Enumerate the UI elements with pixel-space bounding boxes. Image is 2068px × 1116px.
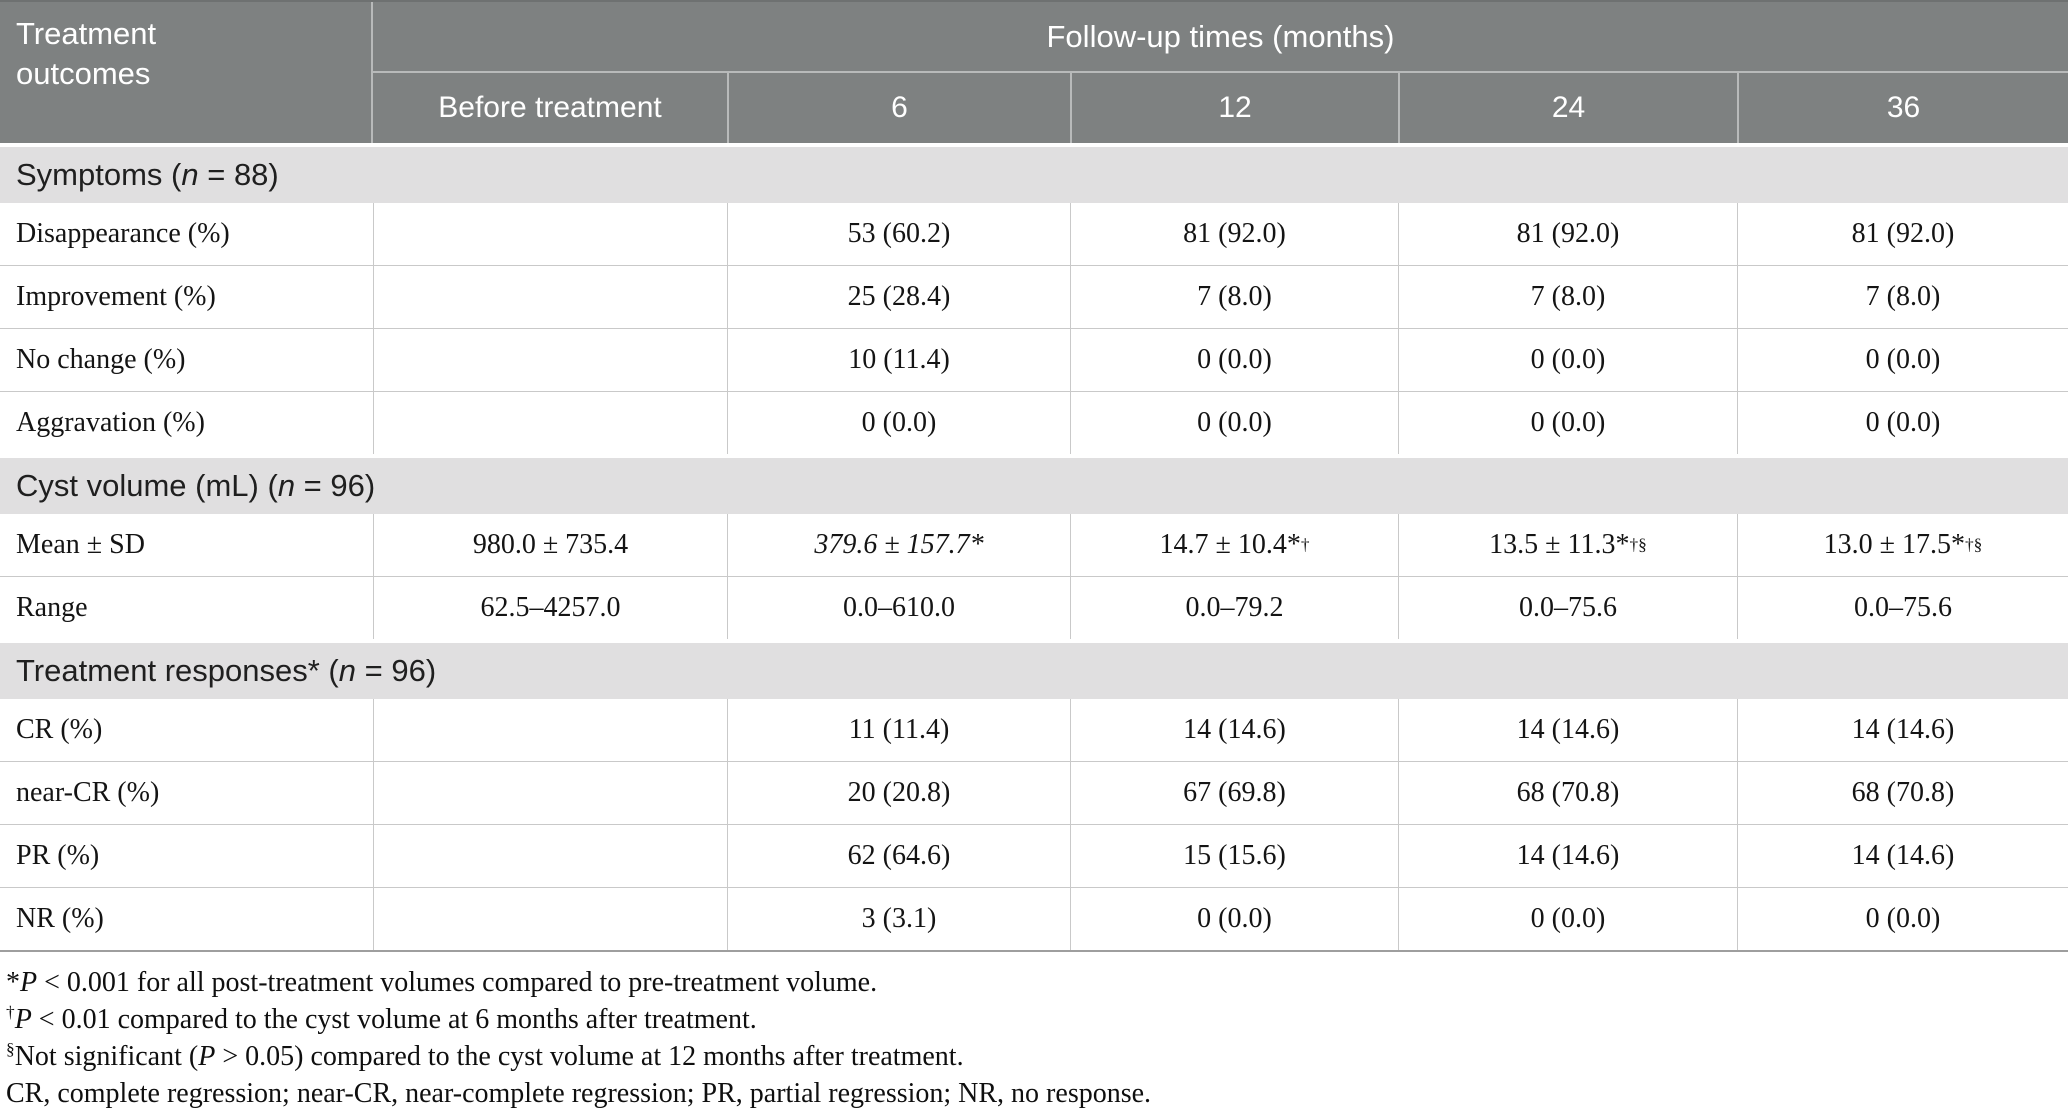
table-row: PR (%) 62 (64.6) 15 (15.6) 14 (14.6) 14 (14.… (0, 824, 2068, 887)
table-cell (373, 825, 727, 887)
row-label: Improvement (%) (16, 281, 216, 312)
row-label: near-CR (%) (16, 777, 160, 808)
col-header-36-months: 36 (1737, 73, 2068, 143)
table-cell: 14 (14.6) (1398, 825, 1737, 887)
table-cell: 7 (8.0) (1070, 266, 1398, 328)
table-cell: 0 (0.0) (1398, 392, 1737, 454)
table-row: Aggravation (%) 0 (0.0) 0 (0.0) 0 (0.0) 0 (0… (0, 391, 2068, 454)
row-label: NR (%) (16, 903, 104, 934)
table-cell: 7 (8.0) (1737, 266, 2068, 328)
table-cell: 67 (69.8) (1070, 762, 1398, 824)
table-cell: 0.0–75.6 (1737, 577, 2068, 639)
table-cell: 25 (28.4) (727, 266, 1070, 328)
row-label: Range (16, 592, 88, 623)
footnote: *P < 0.001 for all post-treatment volume… (6, 967, 878, 998)
table-cell: 62 (64.6) (727, 825, 1070, 887)
table-cell: 14 (14.6) (1398, 699, 1737, 761)
table-cell: 81 (92.0) (1737, 203, 2068, 265)
table-cell: 0 (0.0) (1737, 888, 2068, 950)
table-row: Range 62.5–4257.0 0.0–610.0 0.0–79.2 0.0–75.… (0, 576, 2068, 639)
table-cell: 81 (92.0) (1398, 203, 1737, 265)
footnote: †P < 0.01 compared to the cyst volume at… (6, 1002, 757, 1035)
table-cell (373, 329, 727, 391)
row-label: Mean ± SD (16, 529, 145, 560)
table-cell: 980.0 ± 735.4 (373, 514, 727, 576)
table-cell: 68 (70.8) (1398, 762, 1737, 824)
table-cell: 20 (20.8) (727, 762, 1070, 824)
row-label: PR (%) (16, 840, 100, 871)
table-cell: 0 (0.0) (1070, 888, 1398, 950)
row-label: Disappearance (%) (16, 218, 230, 249)
table-cell: 7 (8.0) (1398, 266, 1737, 328)
table-cell: 14 (14.6) (1070, 699, 1398, 761)
row-label: No change (%) (16, 344, 186, 375)
table-row: CR (%) 11 (11.4) 14 (14.6) 14 (14.6) 14 (14.… (0, 699, 2068, 761)
table-cell: 15 (15.6) (1070, 825, 1398, 887)
table-cell: 0 (0.0) (1737, 329, 2068, 391)
table-cell: 3 (3.1) (727, 888, 1070, 950)
footnotes: *P < 0.001 for all post-treatment volume… (0, 964, 2068, 1112)
section-title: Treatment responses* (n = 96) (16, 653, 437, 688)
section-header-row: Symptoms (n = 88) (0, 147, 2068, 203)
col-header-24-months: 24 (1398, 73, 1737, 143)
table-cell: 0 (0.0) (1070, 392, 1398, 454)
table-cell: 0.0–79.2 (1070, 577, 1398, 639)
table-row: Mean ± SD 980.0 ± 735.4 379.6 ± 157.7* 14.7… (0, 514, 2068, 576)
table-cell (373, 392, 727, 454)
row-label: CR (%) (16, 714, 103, 745)
table-cell: 14.7 ± 10.4* † (1070, 514, 1398, 576)
table-cell: 11 (11.4) (727, 699, 1070, 761)
row-label: Aggravation (%) (16, 407, 205, 438)
table-row: NR (%) 3 (3.1) 0 (0.0) 0 (0.0) 0 (0.0) (0, 887, 2068, 950)
table-cell: 62.5–4257.0 (373, 577, 727, 639)
table-cell (373, 762, 727, 824)
table-cell: 13.0 ± 17.5* †§ (1737, 514, 2068, 576)
table-row: near-CR (%) 20 (20.8) 67 (69.8) 68 (70.8) 68… (0, 761, 2068, 824)
section-title: Symptoms (n = 88) (16, 157, 279, 192)
section-header-row: Treatment responses* (n = 96) (0, 643, 2068, 699)
treatment-outcomes-table: Treatment outcomes Follow-up times (mont… (0, 0, 2068, 952)
followup-times-span-header: Follow-up times (months) (373, 2, 2068, 73)
table-cell: 0 (0.0) (727, 392, 1070, 454)
col-header-6-months: 6 (727, 73, 1070, 143)
table-cell: 68 (70.8) (1737, 762, 2068, 824)
table-cell: 53 (60.2) (727, 203, 1070, 265)
table-cell: 0 (0.0) (1398, 329, 1737, 391)
table-cell: 14 (14.6) (1737, 825, 2068, 887)
section-title: Cyst volume (mL) (n = 96) (16, 468, 376, 503)
table-row: Disappearance (%) 53 (60.2) 81 (92.0) 81 (9… (0, 203, 2068, 265)
col-header-before-treatment: Before treatment (438, 91, 662, 124)
table-cell: 13.5 ± 11.3* †§ (1398, 514, 1737, 576)
table-cell: 10 (11.4) (727, 329, 1070, 391)
table-cell (373, 203, 727, 265)
table-cell (373, 888, 727, 950)
table-cell: 81 (92.0) (1070, 203, 1398, 265)
col-header-12-months: 12 (1070, 73, 1398, 143)
table-body: Symptoms (n = 88) Disappearance (%) 53 (60… (0, 147, 2068, 950)
table-cell: 0 (0.0) (1070, 329, 1398, 391)
table-cell: 379.6 ± 157.7* (727, 514, 1070, 576)
table-cell: 0.0–610.0 (727, 577, 1070, 639)
table-row: No change (%) 10 (11.4) 0 (0.0) 0 (0.0) 0 (0… (0, 328, 2068, 391)
table-cell (373, 699, 727, 761)
table-cell: 0 (0.0) (1737, 392, 2068, 454)
section-header-row: Cyst volume (mL) (n = 96) (0, 458, 2068, 514)
table-cell (373, 266, 727, 328)
table-row: Improvement (%) 25 (28.4) 7 (8.0) 7 (8.0) 7 … (0, 265, 2068, 328)
table-cell: 0 (0.0) (1398, 888, 1737, 950)
corner-header-treatment-outcomes: Treatment outcomes (0, 2, 373, 143)
table-cell: 0.0–75.6 (1398, 577, 1737, 639)
table-header: Treatment outcomes Follow-up times (mont… (0, 2, 2068, 143)
footnote: §Not significant (P > 0.05) compared to … (6, 1039, 964, 1072)
corner-header-label: Treatment outcomes (16, 16, 157, 91)
table-cell: 14 (14.6) (1737, 699, 2068, 761)
footnote: CR, complete regression; near-CR, near-c… (6, 1078, 1152, 1109)
